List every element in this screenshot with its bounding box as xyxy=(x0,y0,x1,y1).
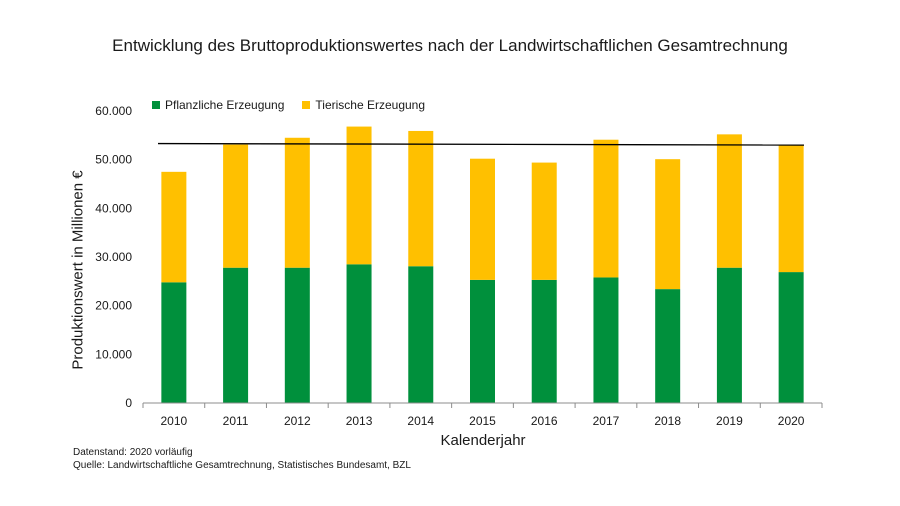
bar-pflanzlich-2014 xyxy=(408,266,434,403)
bar-pflanzlich-2015 xyxy=(470,279,495,403)
bar-tierisch-2018 xyxy=(655,159,681,290)
note-quelle: Quelle: Landwirtschaftliche Gesamtrechnu… xyxy=(73,460,411,471)
reference-line xyxy=(157,142,805,146)
legend-label-pflanzlich: Pflanzliche Erzeugung xyxy=(165,98,285,112)
bar-tierisch-2017 xyxy=(593,139,619,278)
bar-pflanzlich-2020 xyxy=(778,272,804,403)
x-axis-label: Kalenderjahr xyxy=(440,432,526,449)
x-tick-label: 2020 xyxy=(778,414,805,428)
x-tick-label: 2012 xyxy=(284,414,311,428)
legend-item-pflanzlich: Pflanzliche Erzeugung xyxy=(152,98,284,112)
x-tick-label: 2016 xyxy=(531,414,558,428)
bar-tierisch-2014 xyxy=(408,130,434,267)
x-tick-label: 2019 xyxy=(716,414,743,428)
x-tick-label: 2010 xyxy=(161,414,188,428)
legend-item-tierisch: Tierische Erzeugung xyxy=(302,98,425,112)
bar-pflanzlich-2016 xyxy=(531,279,557,403)
bar-tierisch-2019 xyxy=(716,134,742,268)
y-tick-label: 10.000 xyxy=(95,347,132,361)
legend-swatch-tierisch xyxy=(302,101,311,109)
note-datenstand: Datenstand: 2020 vorläufig xyxy=(73,447,193,458)
bar-pflanzlich-2013 xyxy=(346,264,372,403)
y-tick-label: 60.000 xyxy=(95,104,132,118)
bar-pflanzlich-2017 xyxy=(593,277,619,403)
bar-tierisch-2020 xyxy=(778,145,804,273)
bar-pflanzlich-2012 xyxy=(284,267,310,403)
bar-pflanzlich-2019 xyxy=(716,267,742,403)
x-tick-label: 2014 xyxy=(407,414,434,428)
x-tick-label: 2017 xyxy=(593,414,620,428)
bar-pflanzlich-2018 xyxy=(655,289,681,403)
y-tick-label: 20.000 xyxy=(95,299,132,313)
y-tick-label: 40.000 xyxy=(95,201,132,215)
x-tick-label: 2018 xyxy=(654,414,681,428)
x-tick-label: 2013 xyxy=(346,414,373,428)
bar-tierisch-2012 xyxy=(284,137,310,268)
y-axis-label: Produktionswert in Millionen € xyxy=(69,170,87,370)
bar-tierisch-2016 xyxy=(531,162,557,280)
x-tick-label: 2011 xyxy=(223,414,249,428)
bar-tierisch-2011 xyxy=(223,144,249,268)
bar-pflanzlich-2010 xyxy=(161,282,187,403)
bar-tierisch-2013 xyxy=(346,126,372,265)
x-tick-label: 2015 xyxy=(469,414,496,428)
bar-tierisch-2010 xyxy=(161,171,187,283)
legend: Pflanzliche Erzeugung Tierische Erzeugun… xyxy=(152,98,425,112)
chart-title: Entwicklung des Bruttoproduktionswertes … xyxy=(112,36,788,55)
y-tick-label: 0 xyxy=(125,396,132,410)
y-tick-label: 30.000 xyxy=(95,250,132,264)
bar-pflanzlich-2011 xyxy=(223,267,249,403)
legend-label-tierisch: Tierische Erzeugung xyxy=(315,98,426,112)
bar-tierisch-2015 xyxy=(470,158,495,280)
legend-swatch-pflanzlich xyxy=(152,101,160,109)
y-tick-label: 50.000 xyxy=(95,153,132,167)
